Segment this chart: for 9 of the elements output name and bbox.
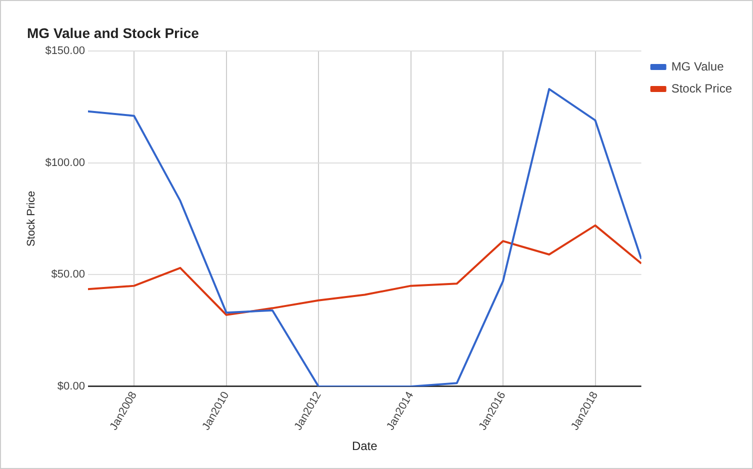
y-tick-label: $50.00	[51, 268, 85, 281]
legend-label: MG Value	[671, 59, 724, 74]
x-axis-title: Date	[352, 439, 378, 454]
y-tick-label: $0.00	[57, 380, 85, 392]
chart-title: MG Value and Stock Price	[27, 25, 199, 41]
legend-label: Stock Price	[671, 81, 732, 96]
y-axis-title: Stock Price	[26, 190, 38, 247]
y-tick-label: $100.00	[45, 156, 85, 169]
y-tick-label: $150.00	[45, 45, 85, 58]
